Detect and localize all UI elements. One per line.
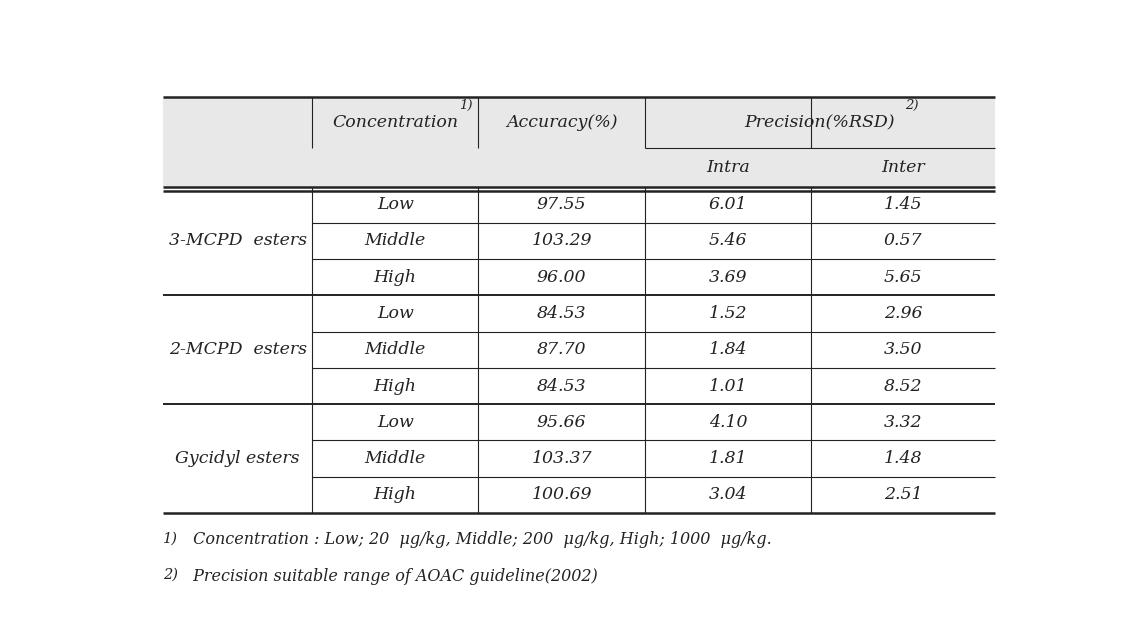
Text: Concentration : Low; 20  μg/kg, Middle; 200  μg/kg, High; 1000  μg/kg.: Concentration : Low; 20 μg/kg, Middle; 2… xyxy=(188,531,772,548)
Text: 2): 2) xyxy=(905,99,919,112)
Text: 87.70: 87.70 xyxy=(537,341,586,359)
Text: 2-MCPD  esters: 2-MCPD esters xyxy=(168,341,306,359)
Text: 3.32: 3.32 xyxy=(884,414,922,431)
Bar xyxy=(163,187,996,513)
Text: Accuracy(%): Accuracy(%) xyxy=(506,114,617,131)
Text: Precision suitable range of AOAC guideline(2002): Precision suitable range of AOAC guideli… xyxy=(188,568,598,585)
Text: 4.10: 4.10 xyxy=(709,414,747,431)
Text: Low: Low xyxy=(376,196,414,214)
Text: 3.69: 3.69 xyxy=(709,269,747,286)
Text: Middle: Middle xyxy=(365,450,426,467)
Text: 84.53: 84.53 xyxy=(537,377,586,394)
Text: 103.37: 103.37 xyxy=(531,450,592,467)
Text: Intra: Intra xyxy=(706,159,750,176)
Text: 3.04: 3.04 xyxy=(709,486,747,504)
Text: High: High xyxy=(374,486,417,504)
Bar xyxy=(163,148,996,187)
Text: 1.84: 1.84 xyxy=(709,341,747,359)
Text: 2.96: 2.96 xyxy=(884,305,922,322)
Text: 1.52: 1.52 xyxy=(709,305,747,322)
Text: Middle: Middle xyxy=(365,341,426,359)
Text: 6.01: 6.01 xyxy=(709,196,747,214)
Bar xyxy=(163,97,996,148)
Text: Precision(%RSD): Precision(%RSD) xyxy=(745,114,895,131)
Text: Gycidyl esters: Gycidyl esters xyxy=(175,450,299,467)
Text: Low: Low xyxy=(376,414,414,431)
Text: 1.45: 1.45 xyxy=(884,196,922,214)
Text: Middle: Middle xyxy=(365,232,426,249)
Text: 3-MCPD  esters: 3-MCPD esters xyxy=(168,232,306,249)
Text: 1.81: 1.81 xyxy=(709,450,747,467)
Text: 103.29: 103.29 xyxy=(531,232,592,249)
Text: 96.00: 96.00 xyxy=(537,269,586,286)
Text: 97.55: 97.55 xyxy=(537,196,586,214)
Text: 2): 2) xyxy=(163,568,179,582)
Text: Inter: Inter xyxy=(881,159,925,176)
Text: High: High xyxy=(374,269,417,286)
Text: Low: Low xyxy=(376,305,414,322)
Text: 95.66: 95.66 xyxy=(537,414,586,431)
Text: Concentration: Concentration xyxy=(332,114,459,131)
Text: 1): 1) xyxy=(459,99,472,112)
Text: 5.65: 5.65 xyxy=(884,269,922,286)
Text: 84.53: 84.53 xyxy=(537,305,586,322)
Text: 1.48: 1.48 xyxy=(884,450,922,467)
Text: 1): 1) xyxy=(163,531,179,545)
Text: 5.46: 5.46 xyxy=(709,232,747,249)
Text: 2.51: 2.51 xyxy=(884,486,922,504)
Text: 100.69: 100.69 xyxy=(531,486,592,504)
Text: 0.57: 0.57 xyxy=(884,232,922,249)
Text: 3.50: 3.50 xyxy=(884,341,922,359)
Text: 8.52: 8.52 xyxy=(884,377,922,394)
Text: High: High xyxy=(374,377,417,394)
Text: 1.01: 1.01 xyxy=(709,377,747,394)
